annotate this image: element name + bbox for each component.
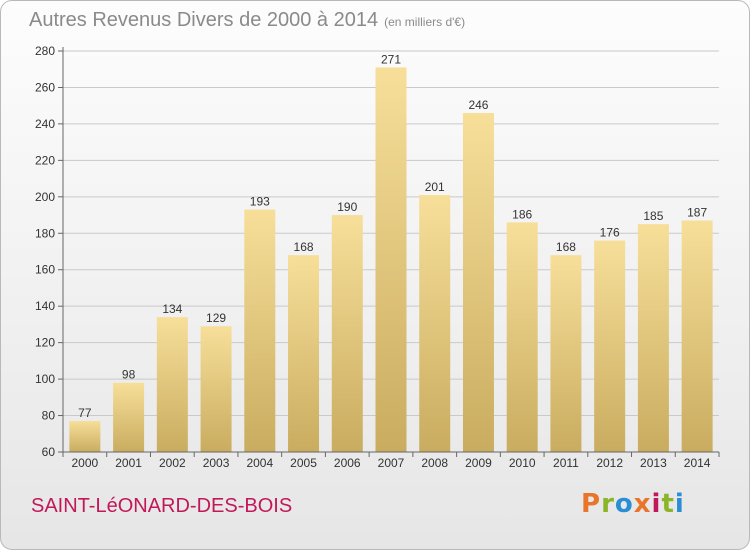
xtick-label-2014: 2014 (684, 456, 711, 470)
xtick-label-2011: 2011 (553, 456, 579, 470)
bar-2007 (375, 67, 407, 453)
logo-letter: t (661, 489, 675, 519)
data-label-2014: 187 (687, 206, 707, 220)
logo-letter: i (651, 489, 662, 519)
xtick-label-2013: 2013 (640, 456, 667, 470)
place-name: SAINT-LéONARD-DES-BOIS (31, 495, 293, 517)
bar-2008 (419, 194, 451, 452)
data-label-2003: 129 (206, 311, 226, 325)
ytick-label-120: 120 (35, 336, 55, 350)
xtick-label-2009: 2009 (465, 456, 492, 470)
bar-2006 (331, 215, 363, 452)
proxiti-logo[interactable]: Proxiti (581, 489, 685, 519)
chart-title-text: Autres Revenus Divers de 2000 à 2014 (29, 9, 379, 31)
data-label-2000: 77 (78, 406, 92, 420)
bar-2003 (200, 326, 232, 452)
logo-letter: r (601, 489, 615, 519)
ytick-label-60: 60 (42, 445, 56, 459)
ytick-label-240: 240 (35, 117, 55, 131)
data-label-2013: 185 (643, 209, 663, 223)
xtick-label-2001: 2001 (115, 456, 142, 470)
logo-letter: P (581, 489, 602, 519)
xtick-label-2002: 2002 (159, 456, 186, 470)
bar-2010 (506, 222, 538, 452)
labels-layer: 77 98 134 129 193 168 190 271 201 246 186 168 176 185… (78, 52, 707, 420)
logo-letter: i (674, 489, 685, 519)
xtick-label-2000: 2000 (72, 456, 99, 470)
data-label-2007: 271 (381, 52, 401, 66)
xtick-label-2005: 2005 (290, 456, 317, 470)
xtick-label-2008: 2008 (421, 456, 448, 470)
bars-layer (69, 67, 713, 453)
data-label-2005: 168 (294, 240, 314, 254)
bar-2014 (681, 220, 713, 452)
data-label-2008: 201 (425, 180, 445, 194)
data-label-2001: 98 (122, 368, 136, 382)
xtick-label-2006: 2006 (334, 456, 361, 470)
ytick-label-200: 200 (35, 190, 55, 204)
data-label-2012: 176 (600, 226, 620, 240)
bar-2013 (637, 224, 669, 452)
bar-2009 (462, 112, 494, 453)
xtick-label-2007: 2007 (378, 456, 405, 470)
bar-2000 (69, 421, 101, 452)
xtick-label-2012: 2012 (596, 456, 623, 470)
xtick-label-2010: 2010 (509, 456, 536, 470)
ytick-label-160: 160 (35, 263, 55, 277)
logo-letter: x (633, 489, 652, 519)
bar-2002 (156, 317, 188, 452)
ytick-label-100: 100 (35, 372, 55, 386)
ytick-label-220: 220 (35, 153, 55, 167)
bar-2005 (288, 255, 320, 452)
chart-subtitle: (en milliers d'€) (384, 15, 466, 29)
ytick-label-180: 180 (35, 226, 55, 240)
chart-title: Autres Revenus Divers de 2000 à 2014 (en … (29, 9, 465, 32)
xtick-label-2004: 2004 (246, 456, 273, 470)
data-label-2004: 193 (250, 195, 270, 209)
bar-2011 (550, 255, 582, 452)
ytick-label-80: 80 (42, 409, 56, 423)
bar-2012 (594, 240, 626, 452)
bar-2004 (244, 209, 276, 452)
ytick-label-140: 140 (35, 299, 55, 313)
ytick-label-260: 260 (35, 80, 55, 94)
ytick-label-280: 280 (35, 44, 55, 58)
xtick-label-2003: 2003 (203, 456, 230, 470)
bar-2001 (113, 382, 145, 452)
data-label-2011: 168 (556, 240, 576, 254)
axis-layer: 60 80 100 120 140 160 180 200 220 240 260 280 2000 20… (35, 44, 720, 470)
data-label-2009: 246 (468, 98, 488, 112)
logo-letter: o (614, 489, 634, 519)
data-label-2006: 190 (337, 200, 357, 214)
data-label-2010: 186 (512, 207, 532, 221)
data-label-2002: 134 (162, 302, 182, 316)
